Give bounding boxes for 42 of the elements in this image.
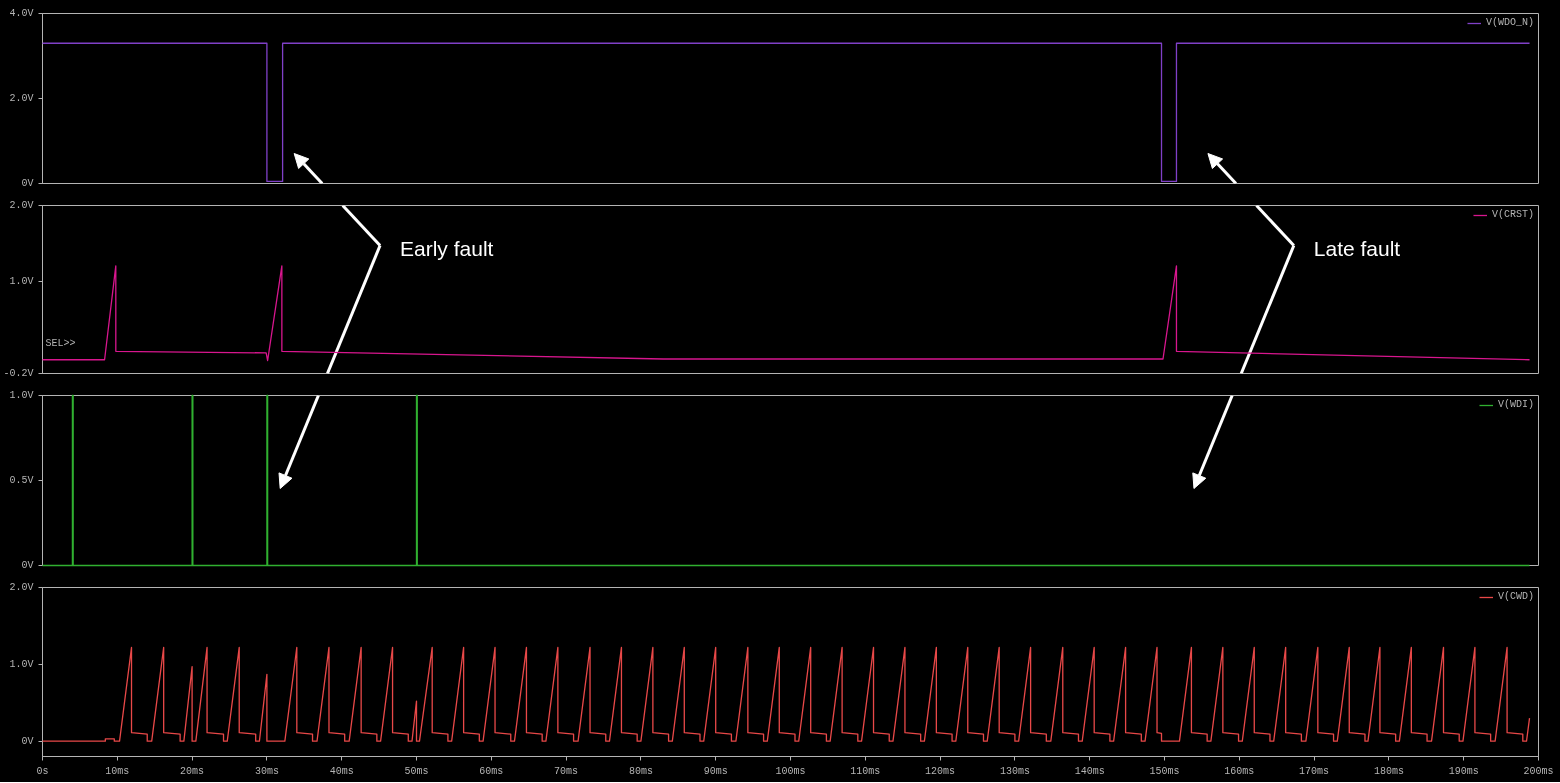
y-tick-label: 0V — [21, 735, 34, 747]
y-tick-label: 0.5V — [9, 475, 34, 486]
annotation: Late fault — [1313, 237, 1401, 260]
legend-label: V(CWD) — [1497, 591, 1534, 602]
y-tick-label: 1.0V — [9, 276, 34, 288]
x-tick-label: 40ms — [329, 765, 354, 777]
x-tick-label: 170ms — [1299, 765, 1330, 777]
x-tick-label: 60ms — [479, 765, 504, 777]
x-tick-label: 120ms — [925, 765, 956, 777]
x-tick-label: 80ms — [628, 765, 653, 777]
x-tick-label: 140ms — [1074, 765, 1105, 777]
x-tick-label: 20ms — [180, 765, 205, 777]
line-series — [41, 265, 1531, 362]
x-tick-label: 150ms — [1149, 765, 1180, 777]
y-tick-label: 2.0V — [9, 200, 34, 211]
x-tick-label: 160ms — [1224, 765, 1255, 777]
y-tick-label: -0.2V — [3, 368, 34, 379]
annotation: Early fault — [400, 237, 494, 260]
legend-label: V(WDO_N) — [1485, 17, 1534, 28]
x-tick-label: 70ms — [554, 765, 579, 777]
y-tick-label: 1.0V — [9, 390, 34, 401]
x-tick-label: 110ms — [850, 765, 881, 777]
y-tick-label: 4.0V — [9, 8, 34, 19]
y-tick-label: 1.0V — [9, 658, 34, 670]
x-tick-label: 0s — [36, 765, 49, 777]
x-tick-label: 190ms — [1448, 765, 1479, 777]
x-tick-label: 180ms — [1373, 765, 1404, 777]
x-tick-label: 90ms — [703, 765, 728, 777]
annotation: SEL>> — [45, 338, 76, 349]
x-tick-label: 50ms — [404, 765, 429, 777]
legend-label: V(WDI) — [1497, 399, 1534, 410]
y-tick-label: 0V — [21, 560, 34, 571]
x-tick-label: 30ms — [254, 765, 279, 777]
y-tick-label: 0V — [21, 178, 34, 189]
legend-label: V(CRST) — [1491, 209, 1534, 220]
y-tick-label: 2.0V — [9, 93, 34, 104]
x-tick-label: 10ms — [105, 765, 130, 777]
y-tick-label: 2.0V — [9, 582, 34, 593]
x-tick-label: 200ms — [1523, 765, 1554, 777]
line-series — [41, 646, 1531, 742]
x-tick-label: 100ms — [775, 765, 806, 777]
x-tick-label: 130ms — [999, 765, 1030, 777]
